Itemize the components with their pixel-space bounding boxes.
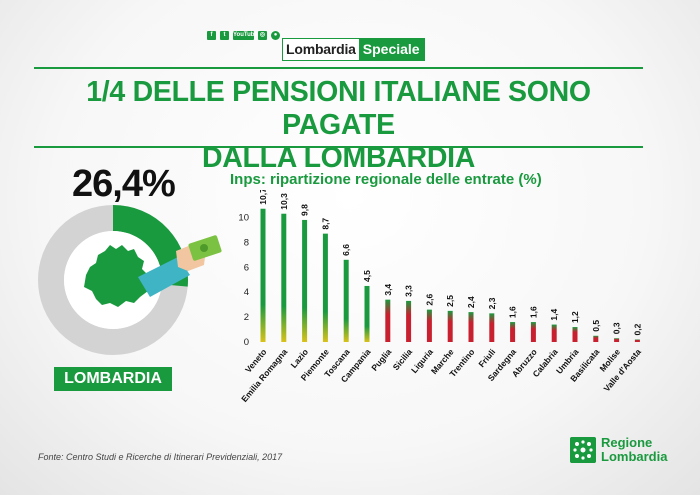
rosa-camuna-petal	[573, 448, 577, 452]
value-label: 2,4	[466, 296, 476, 308]
instagram-icon[interactable]: ◎	[258, 31, 267, 40]
bar	[302, 219, 308, 342]
bar	[551, 324, 557, 342]
source-note: Fonte: Centro Studi e Ricerche di Itiner…	[38, 452, 283, 462]
value-label: 0,5	[591, 320, 601, 332]
logo-line-1: Regione	[601, 435, 653, 450]
bar	[468, 312, 474, 342]
bar	[572, 327, 578, 342]
facebook-icon[interactable]: f	[207, 31, 216, 40]
bar-chart: 0 2 4 6 8 10 10,7 10,3 9,8 8,7 6,6 4,5 3,4 3,3 2,6 2,5…	[238, 190, 643, 404]
rosa-camuna-petal	[575, 454, 579, 458]
social-icons: f t YouTube ◎ ●	[207, 31, 280, 40]
rosa-camuna-petal	[581, 456, 585, 460]
value-label: 2,6	[424, 294, 434, 306]
page-title: 1/4 DELLE PENSIONI ITALIANE SONO PAGATE …	[34, 76, 643, 175]
value-label: 2,3	[487, 297, 497, 309]
rosa-camuna-petal	[575, 442, 579, 446]
bar	[364, 285, 370, 342]
value-label: 3,4	[383, 284, 393, 296]
rosa-camuna-petal	[581, 440, 585, 444]
regione-lombardia-text: Regione Lombardia	[601, 436, 667, 464]
rosa-camuna-petal	[589, 448, 593, 452]
bar	[385, 299, 391, 342]
rosa-camuna-center	[580, 447, 586, 453]
bar	[634, 339, 640, 342]
value-labels-group: 10,7 10,3 9,8 8,7 6,6 4,5 3,4 3,3 2,6 2,5 2,4 2,3 1,…	[258, 190, 642, 336]
rosa-camuna-petal	[587, 442, 591, 446]
bar	[281, 213, 287, 342]
value-label: 8,7	[320, 218, 330, 230]
lombardia-map-icon	[84, 245, 148, 307]
logo-line-2: Lombardia	[601, 449, 668, 464]
y-axis: 0 2 4 6 8 10	[238, 212, 249, 348]
bar	[614, 338, 620, 342]
value-label: 10,3	[279, 193, 289, 210]
value-label: 0,2	[632, 323, 642, 335]
y-tick-label: 4	[244, 287, 249, 298]
value-label: 6,6	[341, 244, 351, 256]
lombardia-speciale-badge: Lombardia Speciale	[282, 38, 425, 61]
y-tick-label: 8	[244, 237, 249, 248]
rosa-camuna-symbol	[573, 440, 593, 460]
value-label: 0,3	[612, 322, 622, 334]
circle-icon[interactable]: ●	[271, 31, 280, 40]
value-label: 9,8	[300, 204, 310, 216]
bar	[343, 259, 349, 342]
title-line-1: 1/4 DELLE PENSIONI ITALIANE SONO PAGATE	[86, 76, 591, 141]
bar	[426, 309, 432, 342]
bar	[322, 233, 328, 342]
bar	[510, 322, 516, 342]
y-tick-label: 2	[244, 312, 249, 323]
badge-part1: Lombardia	[283, 39, 359, 60]
y-tick-label: 10	[238, 212, 249, 223]
rosa-camuna-icon	[570, 437, 596, 463]
twitter-icon[interactable]: t	[220, 31, 229, 40]
value-label: 4,5	[362, 270, 372, 282]
bar	[530, 322, 536, 342]
chart-title: Inps: ripartizione regionale delle entra…	[230, 171, 542, 188]
share-donut	[38, 205, 222, 355]
lombardia-label: LOMBARDIA	[54, 367, 172, 391]
value-label: 1,6	[508, 306, 518, 318]
youtube-icon[interactable]: YouTube	[233, 31, 258, 40]
sleeve-shape	[138, 257, 190, 297]
badge-part2: Speciale	[358, 39, 424, 60]
bar	[260, 208, 266, 342]
value-label: 3,3	[404, 285, 414, 297]
value-label: 10,7	[258, 190, 268, 205]
value-label: 1,2	[570, 311, 580, 323]
category-label: Puglia	[369, 347, 393, 373]
banknote-coin	[200, 244, 208, 252]
title-top-rule	[34, 67, 643, 69]
bars-group	[260, 208, 640, 342]
bar	[489, 313, 495, 342]
regione-lombardia-logo: Regione Lombardia	[570, 436, 667, 464]
y-tick-label: 0	[244, 337, 249, 348]
rosa-camuna-petal	[587, 454, 591, 458]
bar	[406, 300, 412, 342]
lombardia-percent: 26,4%	[72, 163, 176, 205]
value-label: 1,4	[549, 308, 559, 320]
bar	[593, 335, 599, 342]
bar	[447, 310, 453, 342]
title-bottom-rule	[34, 146, 643, 148]
value-label: 1,6	[528, 306, 538, 318]
y-tick-label: 6	[244, 262, 249, 273]
value-label: 2,5	[445, 295, 455, 307]
